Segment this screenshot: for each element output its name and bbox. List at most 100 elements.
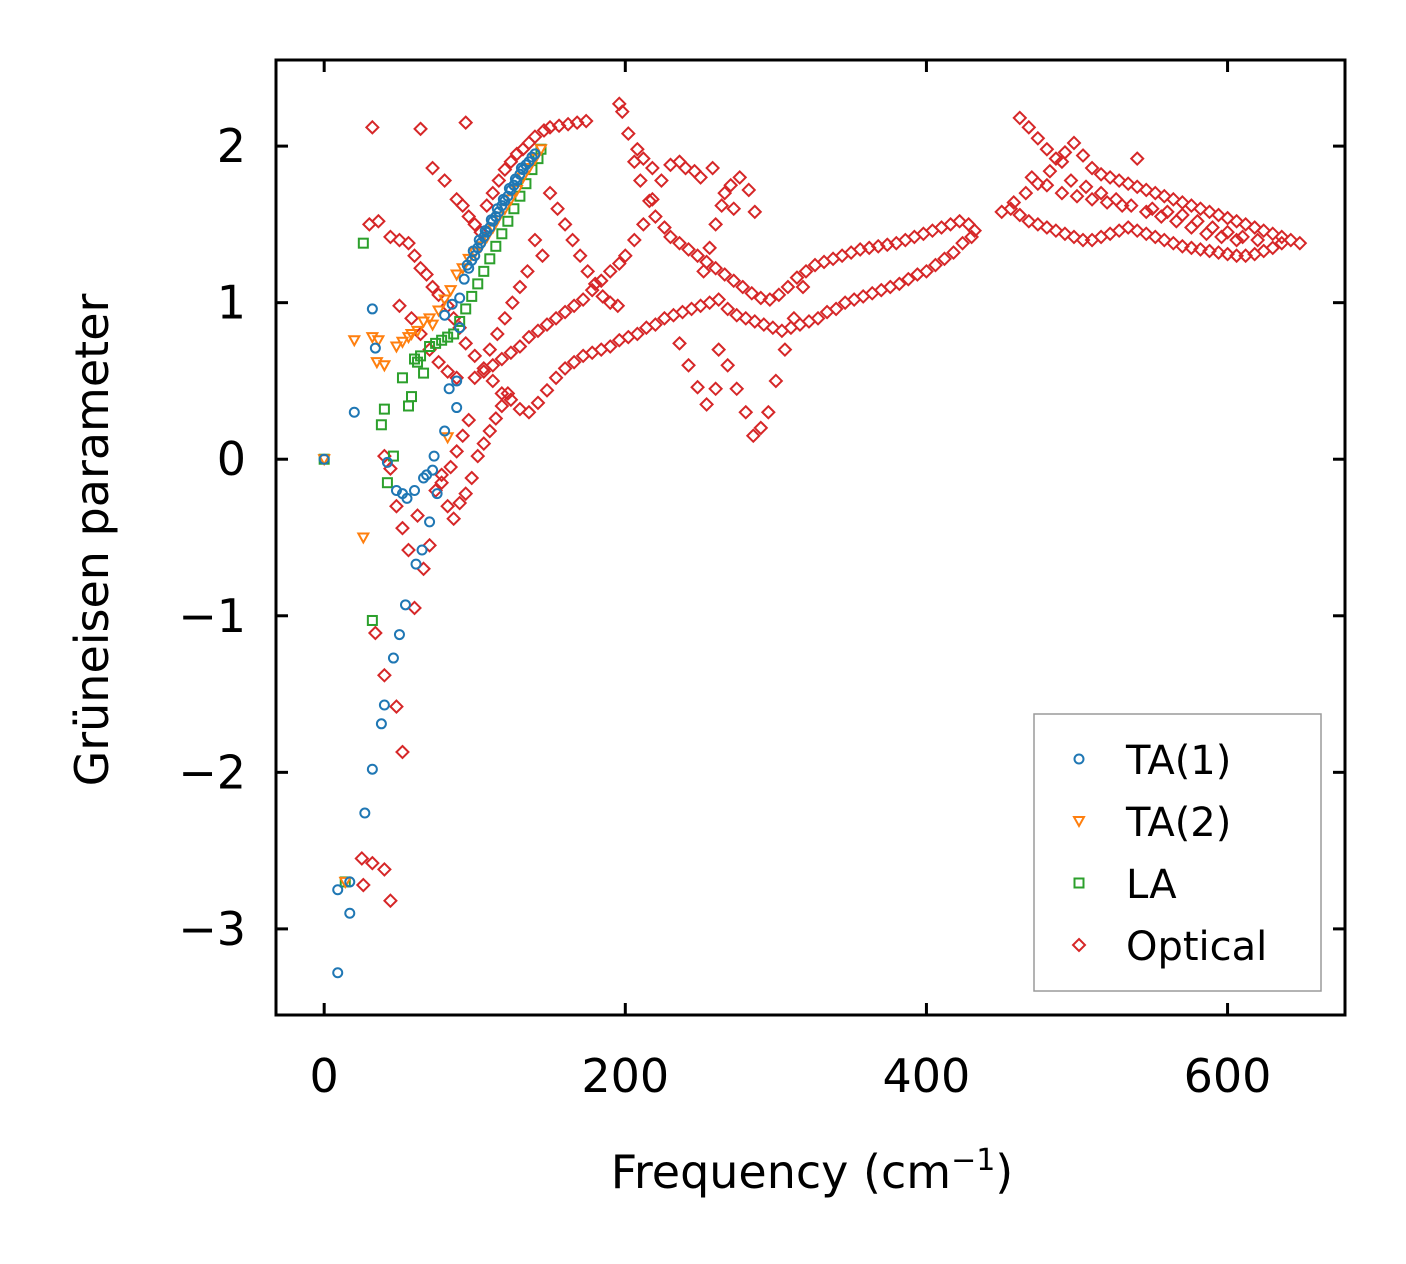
- point-ta1: [515, 162, 527, 174]
- point-optical: [1147, 229, 1163, 245]
- data-points: [317, 96, 1308, 979]
- point-ta2: [422, 313, 437, 326]
- point-optical: [539, 382, 555, 398]
- axis-ticks: 0 200 400 600 −3 −2 −1 0 1 2: [178, 60, 1345, 1103]
- point-ta1: [497, 193, 509, 205]
- point-la: [387, 450, 399, 462]
- point-la: [472, 278, 484, 290]
- point-optical: [891, 276, 907, 292]
- point-optical: [512, 401, 528, 417]
- point-ta1: [421, 469, 433, 481]
- point-optical: [535, 248, 550, 264]
- point-ta1: [473, 234, 485, 246]
- y-tick-label: 2: [217, 119, 246, 173]
- point-optical: [771, 287, 787, 303]
- y-tick-label: −1: [178, 589, 246, 643]
- point-optical: [708, 260, 724, 276]
- point-optical: [488, 411, 504, 426]
- point-la: [478, 265, 490, 277]
- point-optical: [635, 151, 651, 167]
- point-optical: [726, 273, 742, 289]
- point-optical: [738, 404, 754, 420]
- point-optical: [489, 326, 505, 342]
- point-optical: [580, 263, 596, 279]
- point-optical: [1018, 185, 1034, 201]
- point-optical: [641, 193, 657, 209]
- point-optical: [539, 317, 555, 332]
- point-ta2: [377, 360, 392, 373]
- point-optical: [617, 248, 633, 264]
- legend-marker-ta1: [1073, 753, 1085, 765]
- point-optical: [437, 173, 453, 188]
- legend-markers: [1071, 753, 1087, 953]
- point-ta1: [348, 406, 360, 418]
- point-optical: [1054, 154, 1070, 170]
- point-optical: [479, 198, 495, 214]
- point-la: [436, 334, 448, 346]
- point-ta2: [371, 335, 386, 348]
- point-optical: [994, 204, 1010, 220]
- point-ta1: [418, 472, 430, 484]
- point-la: [415, 350, 427, 362]
- point-optical: [434, 467, 450, 483]
- point-optical: [629, 141, 645, 157]
- point-ta1: [461, 259, 473, 271]
- point-optical: [786, 310, 802, 326]
- point-la: [424, 341, 436, 352]
- point-ta1: [458, 273, 470, 285]
- legend: TA(1) TA(2) LA Optical: [1033, 713, 1322, 992]
- point-optical: [681, 242, 696, 257]
- point-optical: [548, 310, 564, 326]
- point-optical: [745, 428, 761, 444]
- point-optical: [777, 342, 793, 358]
- point-optical: [1030, 130, 1046, 146]
- point-optical: [681, 357, 696, 373]
- point-optical: [735, 279, 751, 295]
- point-ta1: [344, 876, 356, 888]
- point-optical: [729, 381, 745, 397]
- point-optical: [765, 320, 781, 336]
- point-optical: [1211, 245, 1226, 260]
- point-optical: [512, 339, 528, 354]
- point-optical: [762, 292, 778, 307]
- point-optical: [434, 475, 450, 491]
- point-optical: [629, 326, 645, 342]
- point-optical: [1093, 185, 1109, 201]
- point-optical: [1084, 191, 1100, 207]
- point-optical: [413, 326, 428, 342]
- point-optical: [648, 317, 663, 332]
- point-optical: [1250, 232, 1266, 248]
- point-optical: [928, 257, 943, 273]
- point-optical: [1129, 179, 1145, 195]
- legend-label-optical: Optical: [1126, 924, 1267, 970]
- point-optical: [431, 354, 447, 370]
- point-ta1: [359, 807, 371, 819]
- point-ta1: [451, 402, 463, 414]
- point-optical: [443, 459, 459, 475]
- point-optical: [500, 386, 516, 401]
- point-optical: [768, 373, 784, 389]
- point-optical: [494, 398, 510, 414]
- point-la: [448, 328, 460, 340]
- point-ta1: [378, 699, 390, 711]
- point-optical: [389, 498, 404, 514]
- point-optical: [1199, 226, 1214, 242]
- point-ta1: [366, 763, 378, 775]
- point-ta2: [356, 532, 371, 545]
- point-optical: [1211, 207, 1226, 223]
- x-tick-label: 400: [883, 1049, 971, 1103]
- point-optical: [1238, 216, 1254, 232]
- y-tick-label: 0: [217, 432, 246, 486]
- point-optical: [711, 292, 727, 307]
- point-optical: [1202, 204, 1217, 220]
- point-optical: [392, 232, 407, 248]
- point-la: [357, 237, 369, 249]
- point-optical: [1021, 213, 1037, 229]
- point-optical: [503, 154, 519, 170]
- point-optical: [503, 345, 519, 361]
- point-optical: [690, 379, 705, 395]
- point-optical: [548, 370, 564, 386]
- point-optical: [738, 310, 754, 326]
- point-ta2: [404, 328, 419, 342]
- point-optical: [967, 223, 983, 239]
